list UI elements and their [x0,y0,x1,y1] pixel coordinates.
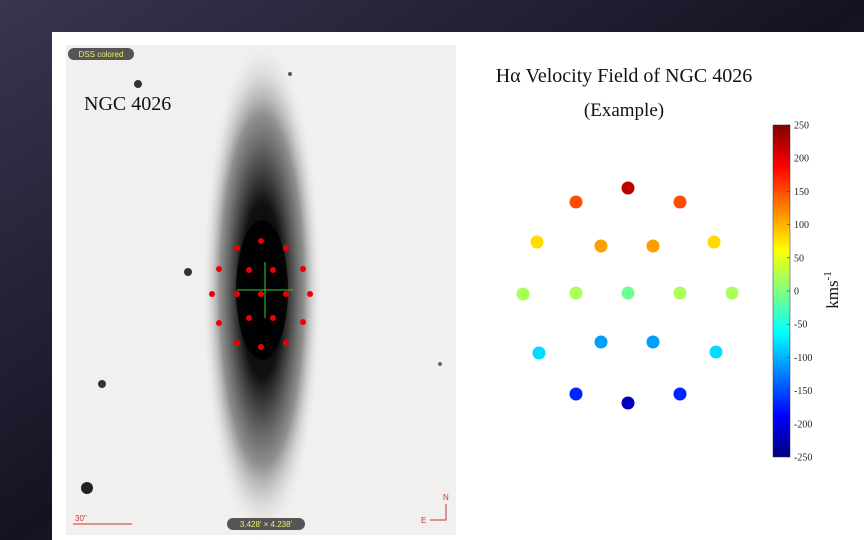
velocity-dot [709,345,723,359]
colorbar-tick-label: 250 [794,121,809,132]
velocity-dot [569,286,583,300]
colorbar-tick-label: 0 [794,287,799,298]
star [98,380,106,388]
velocity-dot [673,286,687,300]
velocity-dot [673,195,687,209]
compass [430,504,447,521]
size-label: 3.428' × 4.238' [240,520,293,529]
velocity-dot [621,286,635,300]
star [134,80,142,88]
badge-bg [68,48,134,60]
sky-image: DSS colored NGC 4026 30" 3.428' × 4.238'… [66,40,456,540]
compass-e: E [421,516,426,525]
colorbar-label: kms-1 [822,271,842,309]
velocity-dot [516,287,530,301]
star [81,482,93,494]
colorbar-tick-label: -50 [794,320,807,331]
velocity-dot [530,235,544,249]
compass-n: N [443,493,449,502]
star [438,362,442,366]
colorbar-tick-label: 200 [794,154,809,165]
velocity-dot [621,396,635,410]
velocity-dot [621,181,635,195]
colorbar-tick-label: 150 [794,187,809,198]
colorbar-tick-label: -200 [794,419,812,430]
colorbar-tick-label: -250 [794,453,812,464]
velocity-dot [673,387,687,401]
size-bg [227,518,305,530]
velocity-dot [532,346,546,360]
star [288,72,292,76]
velocity-dot [646,335,660,349]
velocity-dot [594,239,608,253]
colorbar-tick-label: -100 [794,353,812,364]
chart-title: Hα Velocity Field of NGC 4026 [496,65,753,87]
velocity-dot [707,235,721,249]
badge: DSS colored [79,50,124,59]
object-label: NGC 4026 [84,93,171,115]
star [184,268,192,276]
velocity-dot [569,387,583,401]
velocity-dot [569,195,583,209]
colorbar-unit: kms [823,280,842,308]
fiber-dots [209,238,313,350]
colorbar-tick-label: 50 [794,253,804,264]
velocity-dot [646,239,660,253]
colorbar-unit-sup: -1 [822,271,834,280]
chart-subtitle: (Example) [584,100,664,121]
velocity-dot [725,286,739,300]
velocity-dot [594,335,608,349]
colorbar-tick-label: 100 [794,220,809,231]
scale-label: 30" [75,514,87,523]
colorbar-tick-label: -150 [794,386,812,397]
